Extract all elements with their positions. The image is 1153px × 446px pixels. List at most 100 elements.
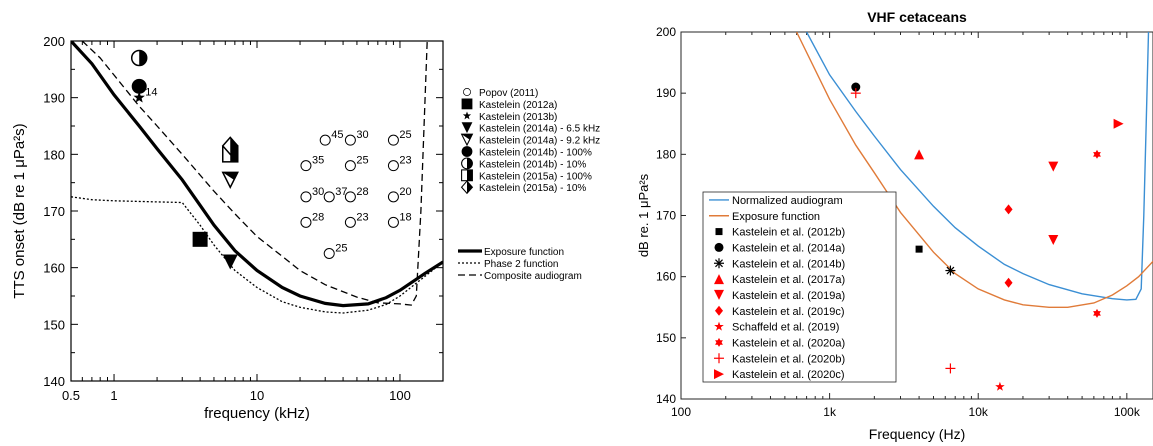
right-point-triangle-down — [1048, 161, 1059, 172]
right-point-hexagram — [1093, 308, 1101, 318]
left-legend-label: Kastelein (2014a) - 9.2 kHz — [479, 136, 600, 147]
right-legend-marker — [715, 228, 723, 236]
right-point-triangle-up — [914, 149, 925, 160]
left-legend-marker — [463, 88, 471, 96]
right-legend-marker — [714, 321, 724, 331]
right-x-tick-label: 100 — [671, 405, 691, 419]
right-y-axis-label: dB re. 1 μPa²s — [636, 173, 651, 257]
right-legend-label: Kastelein et al. (2019a) — [732, 290, 845, 302]
left-x-axis-label: frequency (kHz) — [204, 405, 310, 422]
right-legend-label: Schaffeld et al. (2019) — [732, 322, 839, 334]
left-point-circle-open — [387, 160, 399, 172]
left-y-tick-label: 190 — [43, 91, 65, 106]
right-point-plus — [945, 363, 956, 374]
right-point-triangle-down — [1048, 234, 1059, 245]
right-legend-label: Exposure function — [732, 211, 820, 223]
left-point-label: 45 — [331, 129, 343, 141]
right-point-asterisk — [945, 265, 956, 276]
left-point-circle-open — [387, 134, 399, 146]
left-point-triangle-down-half — [221, 171, 239, 190]
left-point-label: 25 — [335, 243, 347, 255]
left-y-tick-label: 180 — [43, 147, 65, 162]
left-point-circle-open — [300, 191, 312, 203]
left-point-circle-open — [323, 191, 335, 203]
left-point-label: 28 — [312, 211, 324, 223]
left-y-tick-label: 170 — [43, 204, 65, 219]
left-legend-marker — [461, 146, 473, 157]
right-legend-box — [702, 191, 897, 383]
right-line-exposure-function — [795, 32, 1153, 308]
left-legend-label: Popov (2011) — [479, 88, 538, 99]
right-y-tick-label: 150 — [656, 331, 676, 345]
left-x-tick-label: 100 — [389, 388, 411, 403]
left-point-label: 25 — [399, 129, 411, 141]
right-point-square — [915, 245, 923, 253]
left-point-square-filled — [192, 231, 208, 247]
left-legend-label: Kastelein (2014b) - 10% — [479, 159, 586, 170]
right-y-tick-label: 160 — [656, 270, 676, 284]
left-point-triangle-down-filled — [222, 254, 238, 270]
left-point-diamond-half — [221, 136, 239, 156]
left-legend-marker — [460, 180, 474, 195]
right-legend-marker — [714, 274, 724, 285]
left-legend-label: Kastelein (2013b) — [479, 112, 557, 123]
right-point-triangle-right — [1113, 118, 1124, 129]
right-legend-label: Normalized audiogram — [732, 195, 843, 207]
left-point-circle-open — [387, 216, 399, 228]
left-plot-frame — [70, 40, 444, 382]
left-point-circle-open — [344, 160, 356, 172]
left-legend-marker — [461, 157, 473, 170]
right-y-tick-label: 170 — [656, 209, 676, 223]
left-point-circle-filled — [131, 78, 147, 94]
left-legend-label: Phase 2 function — [484, 259, 559, 270]
right-y-tick-label: 180 — [656, 147, 676, 161]
left-legend-label: Exposure function — [484, 247, 564, 258]
right-legend-marker — [714, 369, 724, 380]
right-x-tick-label: 10k — [969, 405, 989, 419]
left-point-label: 30 — [312, 186, 324, 198]
left-legend-marker — [461, 169, 473, 182]
left-point-circle-open — [344, 216, 356, 228]
left-legend-label: Kastelein (2014b) - 100% — [479, 148, 592, 159]
left-point-label: 14 — [145, 87, 157, 99]
left-x-tick-label: 1 — [110, 388, 117, 403]
right-legend-marker — [714, 353, 724, 364]
left-line-composite-audiogram — [81, 41, 428, 306]
right-point-hexagram — [1093, 149, 1101, 159]
right-legend-label: Kastelein et al. (2020c) — [732, 369, 845, 381]
left-point-label: 18 — [399, 211, 411, 223]
left-y-tick-label: 200 — [43, 34, 65, 49]
left-point-label: 23 — [399, 155, 411, 167]
left-x-tick-label: 0.5 — [62, 388, 80, 403]
left-legend-label: Kastelein (2015a) - 10% — [479, 183, 586, 194]
right-legend-label: Kastelein et al. (2014a) — [732, 242, 845, 254]
right-legend-marker — [715, 337, 723, 347]
left-legend-label: Kastelein (2015a) - 100% — [479, 171, 592, 182]
left-legend-label: Composite audiogram — [484, 271, 582, 282]
right-legend-label: Kastelein et al. (2020a) — [732, 337, 845, 349]
left-legend-marker — [461, 122, 473, 134]
left-point-circle-open — [344, 191, 356, 203]
left-point-circle-half — [130, 49, 148, 67]
left-point-label: 20 — [399, 186, 411, 198]
left-y-axis-label: TTS onset (dB re 1 μPa²s) — [11, 123, 28, 298]
right-legend-label: Kastelein et al. (2012b) — [732, 227, 845, 239]
left-point-star-filled — [133, 91, 145, 103]
left-y-tick-label: 140 — [43, 374, 65, 389]
left-point-circle-open — [300, 216, 312, 228]
left-point-label: 25 — [356, 155, 368, 167]
right-y-tick-label: 200 — [656, 25, 676, 39]
right-legend-label: Kastelein et al. (2019c) — [732, 306, 845, 318]
left-point-label: 30 — [356, 129, 368, 141]
right-point-diamond — [1004, 204, 1013, 215]
left-legend-marker — [460, 133, 474, 147]
right-point-circle — [851, 82, 861, 92]
left-legend-marker — [461, 98, 473, 110]
left-point-circle-open — [323, 248, 335, 259]
right-legend-marker — [714, 289, 724, 300]
right-line-normalized-audiogram — [805, 32, 1150, 301]
left-x-tick-label: 10 — [250, 388, 264, 403]
left-point-circle-open — [319, 134, 331, 146]
left-legend-label: Kastelein (2012a) — [479, 100, 557, 111]
